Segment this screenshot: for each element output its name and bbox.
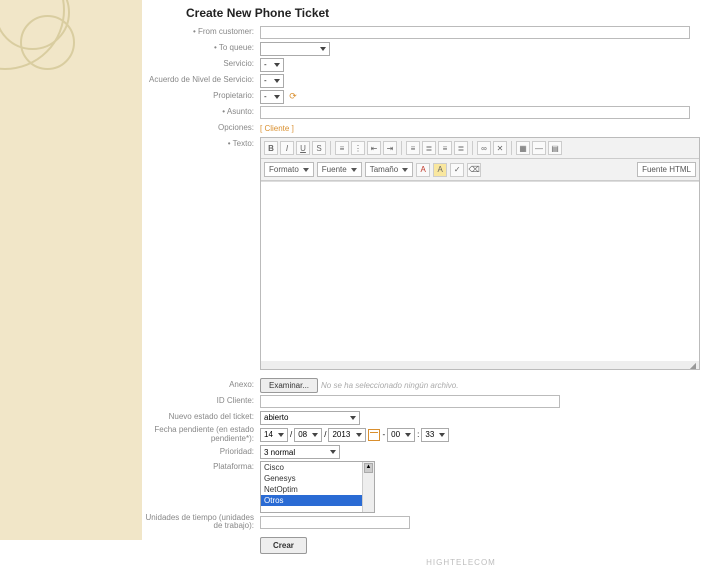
list-ol-icon[interactable]: ≡ [335, 141, 349, 155]
from-customer-input[interactable] [260, 26, 690, 39]
editor-textarea[interactable] [261, 181, 699, 361]
text-color-icon[interactable]: A [416, 163, 430, 177]
editor-toolbar-1: B I U S ≡ ⋮ ⇤ ⇥ ≡ ≣ ≡ ≣ ∞ ✕ [261, 138, 699, 159]
min-select[interactable]: 33 [421, 428, 449, 442]
label-sla: Acuerdo de Nivel de Servicio: [142, 76, 260, 85]
bg-color-icon[interactable]: A [433, 163, 447, 177]
list-item[interactable]: Genesys [261, 473, 362, 484]
fuente-html-button[interactable]: Fuente HTML [637, 162, 696, 177]
fuente-select[interactable]: Fuente [317, 162, 362, 177]
label-texto: Texto: [142, 137, 260, 149]
editor-toolbar-2: Formato Fuente Tamaño A A ✓ ⌫ Fuente HTM… [261, 159, 699, 181]
label-from-customer: From customer: [142, 28, 260, 37]
label-asunto: Asunto: [142, 108, 260, 117]
refresh-icon[interactable]: ⟳ [287, 91, 299, 103]
clear-icon[interactable]: ⌫ [467, 163, 481, 177]
unlink-icon[interactable]: ✕ [493, 141, 507, 155]
servicio-select[interactable]: - [260, 58, 284, 72]
strike-icon[interactable]: S [312, 141, 326, 155]
dia-select[interactable]: 14 [260, 428, 288, 442]
examinar-button[interactable]: Examinar... [260, 378, 318, 393]
label-anexo: Anexo: [142, 381, 260, 390]
file-hint: No se ha seleccionado ningún archivo. [321, 381, 458, 390]
to-queue-select[interactable] [260, 42, 330, 56]
label-servicio: Servicio: [142, 60, 260, 69]
sla-select[interactable]: - [260, 74, 284, 88]
hora-select[interactable]: 00 [387, 428, 415, 442]
underline-icon[interactable]: U [296, 141, 310, 155]
image-icon[interactable]: ▦ [516, 141, 530, 155]
propietario-select[interactable]: - [260, 90, 284, 104]
list-ul-icon[interactable]: ⋮ [351, 141, 365, 155]
align-right-icon[interactable]: ≡ [438, 141, 452, 155]
hr-icon[interactable]: — [532, 141, 546, 155]
label-unidades: Unidades de tiempo (unidades de trabajo)… [142, 514, 260, 532]
tamano-select[interactable]: Tamaño [365, 162, 413, 177]
resize-grip-icon[interactable]: ◢ [261, 361, 699, 369]
plataforma-listbox[interactable]: Cisco Genesys NetOptim Otros ▲ [260, 461, 375, 513]
label-propietario: Propietario: [142, 92, 260, 101]
calendar-icon[interactable] [368, 429, 380, 441]
link-icon[interactable]: ∞ [477, 141, 491, 155]
list-item[interactable]: Otros [261, 495, 362, 506]
label-to-queue: To queue: [142, 44, 260, 53]
list-item[interactable]: Cisco [261, 462, 362, 473]
create-ticket-form: Create New Phone Ticket From customer: T… [0, 0, 720, 567]
outdent-icon[interactable]: ⇤ [367, 141, 381, 155]
indent-icon[interactable]: ⇥ [383, 141, 397, 155]
label-opciones: Opciones: [142, 124, 260, 133]
align-center-icon[interactable]: ≣ [422, 141, 436, 155]
prioridad-select[interactable]: 3 normal [260, 445, 340, 459]
formato-select[interactable]: Formato [264, 162, 314, 177]
bold-icon[interactable]: B [264, 141, 278, 155]
scroll-up-icon[interactable]: ▲ [364, 463, 373, 473]
italic-icon[interactable]: I [280, 141, 294, 155]
mes-select[interactable]: 08 [294, 428, 322, 442]
unidades-input[interactable] [260, 516, 410, 529]
label-nuevo-estado: Nuevo estado del ticket: [142, 413, 260, 422]
remove-format-icon[interactable]: ✓ [450, 163, 464, 177]
nuevo-estado-select[interactable]: abierto [260, 411, 360, 425]
cliente-link[interactable]: [ Cliente ] [260, 124, 294, 133]
table-icon[interactable]: ▤ [548, 141, 562, 155]
asunto-input[interactable] [260, 106, 690, 119]
id-cliente-input[interactable] [260, 395, 560, 408]
label-prioridad: Prioridad: [142, 448, 260, 457]
list-item[interactable]: NetOptim [261, 484, 362, 495]
brand-footer: HIGHTELECOM [142, 558, 720, 567]
page-title: Create New Phone Ticket [142, 0, 720, 24]
label-id-cliente: ID Cliente: [142, 397, 260, 406]
align-left-icon[interactable]: ≡ [406, 141, 420, 155]
ano-select[interactable]: 2013 [328, 428, 366, 442]
label-plataforma: Plataforma: [142, 461, 260, 472]
rich-text-editor: B I U S ≡ ⋮ ⇤ ⇥ ≡ ≣ ≡ ≣ ∞ ✕ [260, 137, 700, 370]
align-justify-icon[interactable]: ≣ [454, 141, 468, 155]
label-fecha-pendiente: Fecha pendiente (en estado pendiente*): [142, 426, 260, 444]
scrollbar[interactable]: ▲ [362, 462, 374, 512]
